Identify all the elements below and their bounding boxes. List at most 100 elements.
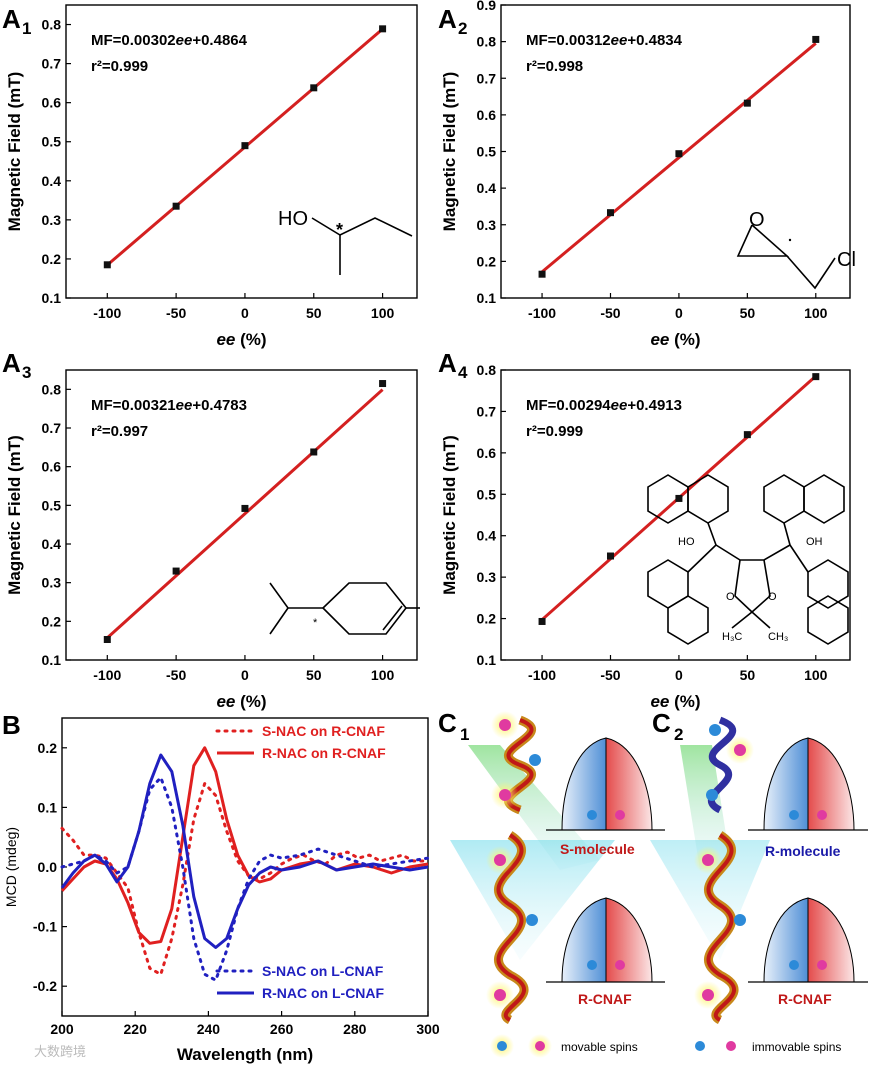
data-point [379, 25, 387, 33]
panel-label-a2: A 2 [438, 4, 467, 38]
data-point [606, 552, 614, 560]
panel-sub-a2: 2 [458, 19, 467, 38]
mcd-y-tick-label: 0.0 [38, 859, 58, 875]
plot-frame [500, 369, 851, 661]
data-point [310, 448, 318, 456]
molecule-a3-isopropyl-2 [269, 607, 289, 635]
y-tick-label: 0.8 [42, 381, 62, 397]
r-squared: r²=0.997 [91, 423, 148, 440]
molecule-a4-naph4a [807, 559, 849, 609]
x-tick-label: 50 [306, 305, 322, 321]
x-tick-label: 0 [675, 667, 683, 683]
y-tick-label: 0.1 [42, 652, 62, 668]
molecule-a2-epoxide [736, 224, 790, 257]
molecule-a4-ho: HO [678, 536, 695, 548]
y-tick-label: 0.3 [477, 569, 497, 585]
data-point [743, 431, 751, 439]
y-axis-label: Magnetic Field (mT) [440, 435, 459, 595]
x-tick-label: 100 [371, 305, 395, 321]
molecule-a4-naph3b [667, 595, 709, 645]
mcd-x-axis-label: Wavelength (nm) [177, 1045, 313, 1064]
mcd-legend-label: S-NAC on L-CNAF [262, 963, 384, 979]
molecule-a1: HO * [278, 208, 413, 275]
x-tick-label: -100 [93, 667, 121, 683]
x-axis-label: ee (%) [650, 330, 700, 349]
molecule-a4-naph2a [763, 474, 805, 524]
data-point [241, 142, 249, 150]
y-tick-label: 0.4 [42, 173, 62, 189]
molecule-a2-o: O [749, 209, 765, 231]
molecule-a3: * [269, 582, 420, 635]
panel-sub-a1: 1 [22, 19, 31, 38]
spin-legend: movable spins immovable spins [490, 1034, 841, 1058]
y-tick-label: 0.8 [477, 362, 497, 378]
y-tick-label: 0.3 [42, 212, 62, 228]
panel-letter-c2: C [652, 708, 671, 738]
mcd-legend-label: R-NAC on R-CNAF [262, 745, 386, 761]
molecule-a4-me2 [751, 611, 771, 629]
r-squared: r²=0.999 [91, 58, 148, 75]
data-point [538, 617, 546, 625]
x-tick-label: -100 [93, 305, 121, 321]
data-point [103, 261, 111, 269]
data-point [675, 494, 683, 502]
y-tick-label: 0.2 [42, 251, 62, 267]
molecule-a4-link2 [783, 522, 809, 573]
x-tick-label: -50 [166, 305, 186, 321]
mcd-y-tick-label: -0.1 [33, 919, 57, 935]
y-axis-label: Magnetic Field (mT) [5, 435, 24, 595]
c1-helix-bottom [486, 831, 538, 1025]
molecule-a4-h3c: H₃C [722, 631, 742, 643]
y-tick-label: 0.1 [42, 290, 62, 306]
x-tick-label: 100 [371, 667, 395, 683]
panel-label-a1: A 1 [2, 4, 31, 38]
panel-letter-c1: C [438, 708, 457, 738]
chart-b: 200 220 240 260 280 300 -0.2 -0.1 0.0 0.1 0.2 Wavel… [3, 717, 440, 1064]
y-tick-label: 0.6 [42, 459, 62, 475]
x-axis-label: ee (%) [216, 330, 266, 349]
y-tick-label: 0.6 [42, 95, 62, 111]
mcd-x-tick-label: 240 [197, 1021, 221, 1037]
data-point [812, 35, 820, 43]
molecule-a4-dioxolane [734, 559, 771, 614]
c1-dome-bottom [546, 897, 665, 983]
plot-frame [65, 369, 418, 661]
panel-sub-c2: 2 [674, 725, 683, 744]
y-tick-label: 0.4 [42, 536, 62, 552]
molecule-a4-naph3a [647, 559, 689, 609]
mcd-x-tick-label: 220 [124, 1021, 148, 1037]
data-point [812, 373, 820, 381]
data-point [379, 380, 387, 388]
x-tick-label: -50 [600, 305, 620, 321]
data-point [538, 270, 546, 278]
mcd-legend-label: S-NAC on R-CNAF [262, 723, 385, 739]
mcd-x-tick-label: 280 [343, 1021, 367, 1037]
c2-helix-bottom [694, 831, 746, 1025]
fit-equation: MF=0.00302ee+0.4864 [91, 32, 248, 49]
mcd-legend-label: R-NAC on L-CNAF [262, 985, 385, 1001]
molecule-a4-naph2b [803, 474, 845, 524]
y-tick-label: 0.5 [42, 134, 62, 150]
mcd-series-line [60, 776, 430, 982]
data-point [172, 567, 180, 575]
mcd-series-line [60, 753, 429, 949]
panel-letter-a1: A [2, 4, 21, 34]
x-tick-label: -50 [600, 667, 620, 683]
watermark: 大数跨境 [34, 1044, 86, 1059]
c2-label-r-molecule: R-molecule [765, 843, 841, 859]
panel-label-a4: A 4 [438, 348, 468, 382]
molecule-a1-ho: HO [278, 208, 308, 230]
molecule-a2-stereo-dot [788, 238, 792, 242]
c2-beam-top [680, 745, 730, 870]
y-axis-label: Magnetic Field (mT) [5, 72, 24, 232]
c2-label-r-cnaf: R-CNAF [778, 991, 832, 1007]
mcd-series-line [60, 746, 429, 945]
y-tick-label: 0.7 [42, 56, 62, 72]
molecule-a4-naph1b [687, 474, 729, 524]
y-tick-label: 0.4 [477, 180, 497, 196]
fit-equation: MF=0.00321ee+0.4783 [91, 397, 247, 414]
x-axis-label: ee (%) [650, 692, 700, 711]
c1-beam-top [468, 745, 600, 870]
panel-label-c1: C 1 [438, 708, 469, 744]
